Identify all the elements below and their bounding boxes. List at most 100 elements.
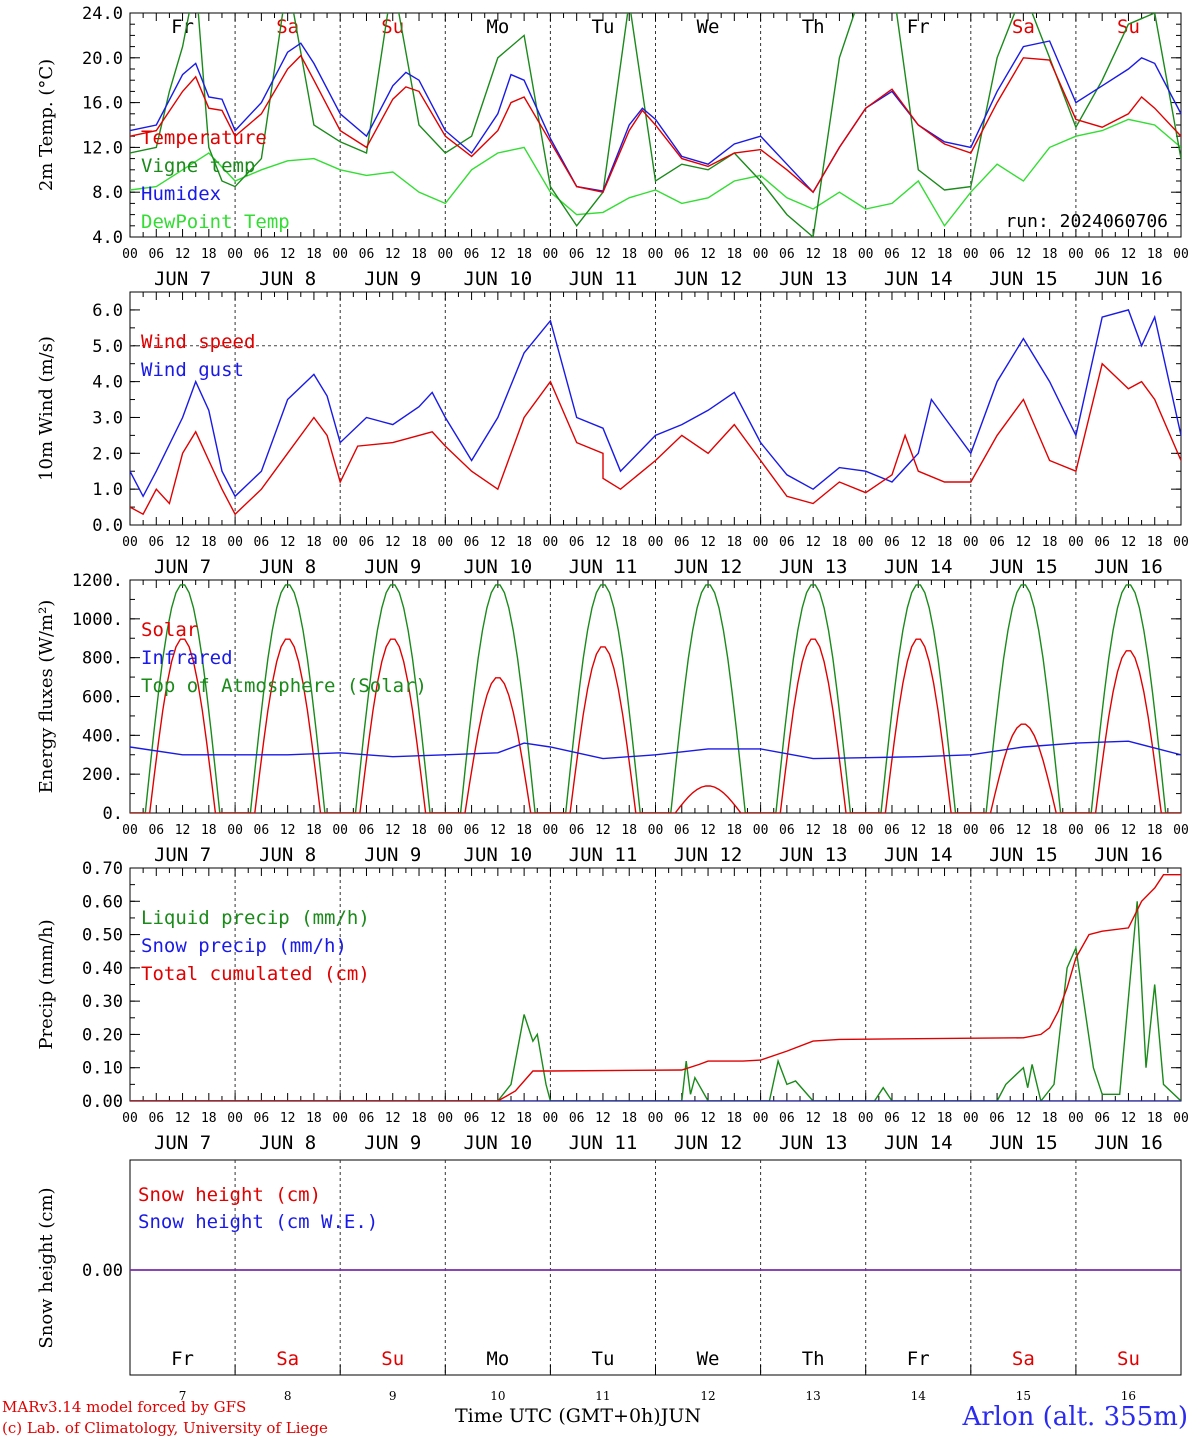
- wind-hour-label: 06: [254, 535, 270, 550]
- precip-hour-label: 06: [254, 1111, 270, 1126]
- temp-hour-label: 18: [1042, 247, 1058, 262]
- energy-date-label: JUN 7: [154, 844, 211, 866]
- precip-legend-0: Liquid precip (mm/h): [141, 907, 370, 929]
- energy-ylabel: Energy fluxes (W/m²): [36, 600, 57, 794]
- temp-legend-1: Vigne temp: [141, 155, 255, 177]
- snow-ytick-label: 0.00: [82, 1261, 123, 1281]
- snow-weekday: Sa: [276, 1348, 299, 1370]
- precip-date-label: JUN 9: [364, 1132, 421, 1154]
- wind-hour-label: 00: [122, 535, 138, 550]
- temp-weekday: Su: [1117, 16, 1140, 38]
- snow-legend-0: Snow height (cm): [138, 1184, 321, 1206]
- temp-legend-2: Humidex: [141, 183, 221, 205]
- temp-hour-label: 12: [280, 247, 296, 262]
- snow-day-number: 9: [389, 1389, 397, 1403]
- time-axis-title: Time UTC (GMT+0h): [455, 1405, 661, 1427]
- energy-hour-label: 18: [832, 823, 848, 838]
- wind-ytick-label: 4.0: [92, 373, 123, 393]
- wind-hour-label: 00: [753, 535, 769, 550]
- snow-day-number: 11: [595, 1389, 610, 1403]
- temp-hour-label: 00: [332, 247, 348, 262]
- month-label: JUN: [660, 1405, 701, 1427]
- energy-hour-label: 18: [726, 823, 742, 838]
- temp-hour-label: 06: [148, 247, 164, 262]
- precip-hour-label: 18: [832, 1111, 848, 1126]
- precip-hour-label: 00: [753, 1111, 769, 1126]
- temp-date-label: JUN 12: [674, 268, 743, 290]
- temp-date-label: JUN 15: [989, 268, 1058, 290]
- wind-date-label: JUN 9: [364, 556, 421, 578]
- wind-date-label: JUN 15: [989, 556, 1058, 578]
- temp-weekday: Fr: [171, 16, 194, 38]
- snow-weekday: We: [697, 1348, 720, 1370]
- wind-hour-label: 12: [595, 535, 611, 550]
- temp-hour-label: 12: [385, 247, 401, 262]
- wind-hour-label: 06: [569, 535, 585, 550]
- precip-legend-2: Total cumulated (cm): [141, 963, 370, 985]
- temp-weekday: We: [697, 16, 720, 38]
- precip-hour-label: 06: [569, 1111, 585, 1126]
- energy-hour-label: 18: [306, 823, 322, 838]
- wind-hour-label: 00: [227, 535, 243, 550]
- precip-date-label: JUN 15: [989, 1132, 1058, 1154]
- precip-hour-label: 00: [1173, 1111, 1189, 1126]
- precip-hour-label: 18: [516, 1111, 532, 1126]
- precip-date-label: JUN 10: [464, 1132, 533, 1154]
- wind-hour-label: 12: [1121, 535, 1137, 550]
- temp-series-humidex: [130, 40, 1181, 194]
- energy-hour-label: 12: [1016, 823, 1032, 838]
- snow-day-number: 7: [179, 1389, 187, 1403]
- energy-date-label: JUN 9: [364, 844, 421, 866]
- temp-date-label: JUN 13: [779, 268, 848, 290]
- precip-date-label: JUN 8: [259, 1132, 316, 1154]
- energy-date-label: JUN 16: [1094, 844, 1163, 866]
- energy-hour-label: 18: [1147, 823, 1163, 838]
- energy-legend-1: Infrared: [141, 647, 233, 669]
- snow-weekday: Su: [381, 1348, 404, 1370]
- temp-hour-label: 00: [543, 247, 559, 262]
- energy-hour-label: 18: [201, 823, 217, 838]
- energy-date-label: JUN 8: [259, 844, 316, 866]
- energy-legend-0: Solar: [141, 619, 198, 641]
- precip-hour-label: 12: [1121, 1111, 1137, 1126]
- temp-hour-label: 06: [989, 247, 1005, 262]
- energy-hour-label: 06: [464, 823, 480, 838]
- precip-date-label: JUN 7: [154, 1132, 211, 1154]
- energy-hour-label: 12: [280, 823, 296, 838]
- precip-hour-label: 12: [1016, 1111, 1032, 1126]
- snow-day-number: 10: [490, 1389, 505, 1403]
- precip-hour-label: 00: [543, 1111, 559, 1126]
- temp-ytick-label: 20.0: [82, 49, 123, 69]
- precip-hour-label: 00: [437, 1111, 453, 1126]
- snow-legend-1: Snow height (cm W.E.): [138, 1211, 378, 1233]
- energy-hour-label: 18: [621, 823, 637, 838]
- temp-ytick-label: 4.0: [92, 228, 123, 248]
- precip-hour-label: 18: [726, 1111, 742, 1126]
- temp-hour-label: 12: [910, 247, 926, 262]
- precip-ytick-label: 0.50: [82, 926, 123, 946]
- wind-hour-label: 18: [516, 535, 532, 550]
- time-axis-label: Time UTC (GMT+0h)JUN: [455, 1405, 701, 1427]
- precip-hour-label: 06: [1094, 1111, 1110, 1126]
- snow-day-number: 13: [806, 1389, 821, 1403]
- wind-hour-label: 12: [490, 535, 506, 550]
- energy-hour-label: 12: [910, 823, 926, 838]
- run-annotation: run: 2024060706: [1005, 211, 1168, 232]
- temp-date-label: JUN 9: [364, 268, 421, 290]
- wind-hour-label: 18: [306, 535, 322, 550]
- precip-ytick-label: 0.70: [82, 859, 123, 879]
- wind-hour-label: 18: [621, 535, 637, 550]
- precip-hour-label: 18: [306, 1111, 322, 1126]
- snow-day-number: 15: [1016, 1389, 1031, 1403]
- precip-hour-label: 00: [963, 1111, 979, 1126]
- energy-hour-label: 12: [1121, 823, 1137, 838]
- snow-weekday: Fr: [171, 1348, 194, 1370]
- model-credit: MARv3.14 model forced by GFS: [2, 1398, 247, 1416]
- precip-hour-label: 00: [1068, 1111, 1084, 1126]
- wind-hour-label: 06: [779, 535, 795, 550]
- wind-date-label: JUN 8: [259, 556, 316, 578]
- temp-hour-label: 00: [437, 247, 453, 262]
- energy-hour-label: 00: [1068, 823, 1084, 838]
- precip-ytick-label: 0.10: [82, 1059, 123, 1079]
- wind-hour-label: 18: [937, 535, 953, 550]
